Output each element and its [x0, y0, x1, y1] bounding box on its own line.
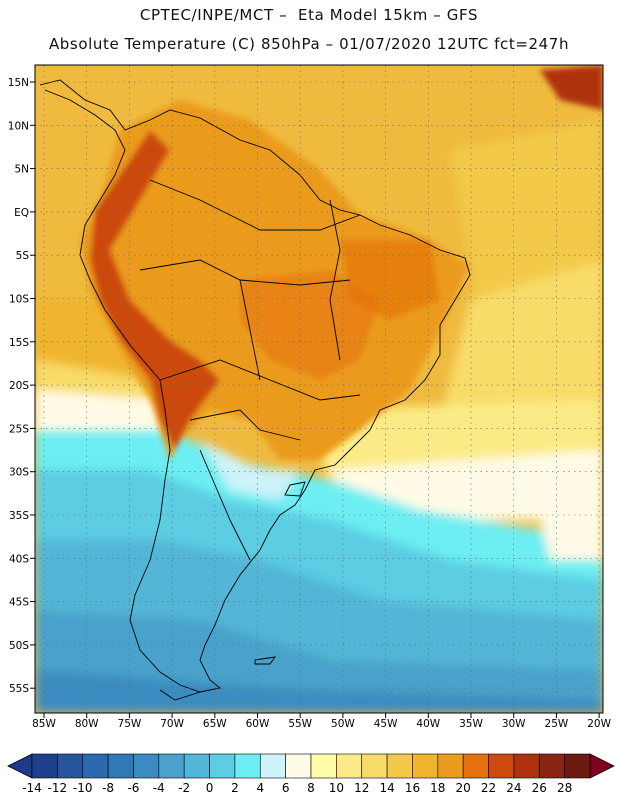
map-title-line-2: Absolute Temperature (C) 850hPa – 01/07/… — [48, 35, 570, 53]
colorbar-label: 28 — [557, 781, 572, 795]
lon-label: 65W — [203, 718, 227, 730]
lon-label: 70W — [160, 718, 184, 730]
colorbar-swatch — [57, 753, 84, 779]
colorbar-label: -6 — [127, 781, 139, 795]
colorbar-swatch — [564, 753, 591, 779]
graticule — [35, 65, 603, 713]
colorbar-label: 2 — [231, 781, 239, 795]
lat-label: 15S — [9, 337, 29, 349]
colorbar-label: 24 — [506, 781, 521, 795]
colorbar-label: 12 — [354, 781, 369, 795]
colorbar-swatch — [488, 753, 515, 779]
colorbar-swatch — [336, 753, 363, 779]
lon-label: 30W — [502, 718, 526, 730]
colorbar: -14 -12 -10 -8 -6 -4 -2 0 2 4 6 8 10 12 14 16 18 20 22 24 26… — [7, 753, 615, 795]
lon-label: 40W — [416, 718, 440, 730]
colorbar-swatch — [158, 753, 185, 779]
colorbar-swatch — [133, 753, 160, 779]
lat-label: 5N — [14, 164, 29, 176]
colorbar-label: 0 — [206, 781, 214, 795]
colorbar-swatch — [82, 753, 109, 779]
lat-label: 55S — [9, 683, 29, 695]
lat-label: 25S — [9, 423, 29, 435]
colorbar-label: 16 — [405, 781, 420, 795]
lon-label: 80W — [75, 718, 99, 730]
lat-label: EQ — [14, 207, 29, 219]
colorbar-under-triangle — [7, 753, 33, 779]
colorbar-label: 26 — [532, 781, 547, 795]
lat-label: 20S — [9, 380, 29, 392]
lon-label: 75W — [118, 718, 142, 730]
colorbar-label: -10 — [73, 781, 93, 795]
lon-label: 25W — [545, 718, 569, 730]
colorbar-swatch — [538, 753, 565, 779]
colorbar-swatch — [513, 753, 540, 779]
colorbar-label: 18 — [430, 781, 445, 795]
colorbar-label: -8 — [102, 781, 114, 795]
lat-label: 10S — [9, 294, 29, 306]
colorbar-label: 14 — [379, 781, 394, 795]
longitude-axis: 85W 80W 75W 70W 65W 60W 55W 50W 45W 40W 35W 30W 25W 2… — [32, 713, 612, 730]
colorbar-label: 6 — [282, 781, 290, 795]
lon-label: 20W — [587, 718, 611, 730]
lon-label: 35W — [459, 718, 483, 730]
colorbar-swatch — [259, 753, 286, 779]
colorbar-swatch — [234, 753, 261, 779]
colorbar-label: -4 — [153, 781, 165, 795]
lon-label: 60W — [246, 718, 270, 730]
colorbar-swatch — [285, 753, 312, 779]
lat-label: 10N — [8, 120, 29, 132]
colorbar-swatch — [31, 753, 58, 779]
lat-label: 5S — [16, 250, 30, 262]
lon-label: 55W — [288, 718, 312, 730]
colorbar-swatch — [462, 753, 489, 779]
colorbar-swatch — [183, 753, 210, 779]
colorbar-swatch — [209, 753, 236, 779]
lat-label: 40S — [9, 553, 29, 565]
colorbar-swatch — [310, 753, 337, 779]
lat-label: 50S — [9, 640, 29, 652]
colorbar-swatch — [386, 753, 413, 779]
colorbar-over-triangle — [589, 753, 615, 779]
colorbar-label: -2 — [178, 781, 190, 795]
coastlines — [39, 79, 471, 701]
colorbar-label: 10 — [329, 781, 344, 795]
colorbar-label: 22 — [481, 781, 496, 795]
lat-label: 15N — [8, 77, 29, 89]
lon-label: 45W — [374, 718, 398, 730]
lat-label: 30S — [9, 467, 29, 479]
colorbar-label: 20 — [456, 781, 471, 795]
lat-label: 35S — [9, 510, 29, 522]
lon-label: 85W — [32, 718, 56, 730]
colorbar-label: 4 — [256, 781, 264, 795]
colorbar-label: -14 — [22, 781, 42, 795]
colorbar-swatch — [361, 753, 388, 779]
colorbar-label: 8 — [307, 781, 315, 795]
lat-label: 45S — [9, 597, 29, 609]
colorbar-label: -12 — [48, 781, 68, 795]
latitude-axis: 15N 10N 5N EQ 5S 10S 15S 20S 25S 30S 35S 40S 45S 50S 5… — [8, 77, 35, 695]
map-title-line-1: CPTEC/INPE/MCT – Eta Model 15km – GFS — [139, 6, 479, 24]
lon-label: 50W — [331, 718, 355, 730]
colorbar-swatch — [107, 753, 134, 779]
map-frame — [34, 64, 604, 714]
colorbar-swatch — [412, 753, 439, 779]
colorbar-swatch — [437, 753, 464, 779]
